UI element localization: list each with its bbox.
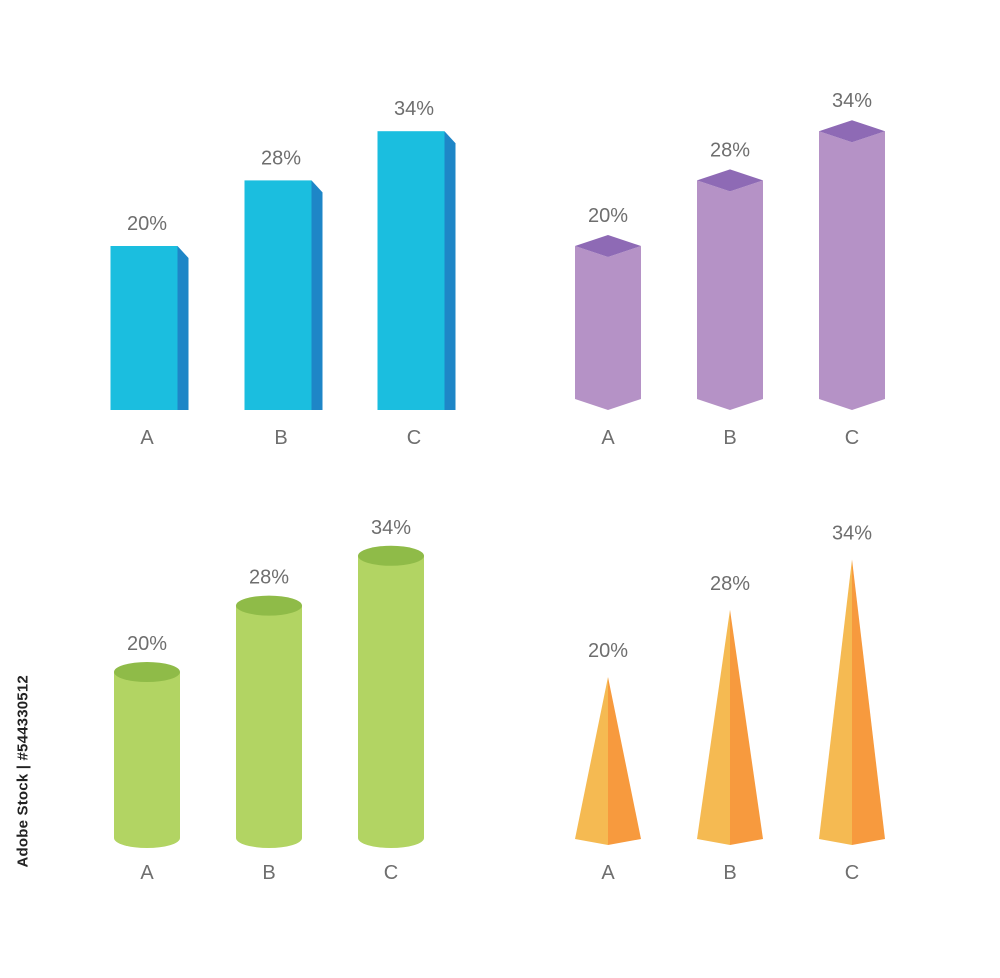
bar-side-face bbox=[177, 246, 189, 410]
data-label: 28% bbox=[261, 147, 301, 169]
bar-pyramid-right-face bbox=[730, 609, 763, 845]
bar-pyramid-right-face bbox=[852, 559, 885, 845]
bar-prism-body bbox=[697, 180, 763, 410]
bar-pyramid-right-face bbox=[608, 677, 641, 845]
data-label: 20% bbox=[588, 640, 628, 662]
data-label: 34% bbox=[832, 90, 872, 112]
bar-pyramid-left-face bbox=[697, 609, 730, 845]
bar-C bbox=[819, 559, 885, 845]
bar-front-face bbox=[377, 131, 445, 410]
bar-cylinder-body bbox=[358, 555, 424, 838]
category-label: A bbox=[601, 427, 615, 449]
bar-B bbox=[244, 180, 323, 410]
bar-cylinder-top bbox=[114, 662, 180, 682]
chart-3d-pyramid: 20% A 28% B 34% C bbox=[575, 522, 885, 884]
bar-A bbox=[110, 246, 189, 410]
chart-3d-hexagonal-prism: 20% A 28% B 34% C bbox=[575, 90, 885, 449]
bar-cylinder-top bbox=[236, 595, 302, 616]
stock-id-watermark: Adobe Stock | #544330512 bbox=[10, 675, 36, 872]
bar-cylinder-base bbox=[236, 828, 302, 848]
bar-cylinder-top bbox=[358, 545, 424, 566]
data-label: 20% bbox=[127, 213, 167, 235]
data-label: 28% bbox=[249, 567, 289, 589]
bar-A bbox=[114, 662, 180, 848]
data-label: 34% bbox=[371, 517, 411, 539]
bar-pyramid-left-face bbox=[819, 559, 852, 845]
data-label: 20% bbox=[127, 633, 167, 655]
bar-prism-top bbox=[575, 235, 641, 257]
bar-C bbox=[377, 131, 456, 410]
bar-A bbox=[575, 235, 641, 410]
category-label: B bbox=[274, 427, 287, 449]
category-label: A bbox=[140, 862, 154, 884]
bar-prism-top bbox=[819, 120, 885, 143]
bar-B bbox=[697, 609, 763, 845]
bar-pyramid-left-face bbox=[575, 677, 608, 845]
bar-front-face bbox=[110, 246, 178, 410]
bar-A bbox=[575, 677, 641, 845]
bar-cylinder-body bbox=[236, 605, 302, 838]
bar-side-face bbox=[311, 180, 323, 410]
bar-prism-body bbox=[819, 131, 885, 410]
category-label: B bbox=[723, 427, 736, 449]
data-label: 34% bbox=[832, 522, 872, 544]
bar-cylinder-body bbox=[114, 672, 180, 838]
category-label: B bbox=[262, 862, 275, 884]
category-label: C bbox=[845, 862, 859, 884]
category-label: A bbox=[601, 862, 615, 884]
bar-cylinder-base bbox=[358, 828, 424, 848]
category-label: A bbox=[140, 427, 154, 449]
data-label: 28% bbox=[710, 139, 750, 161]
category-label: C bbox=[845, 427, 859, 449]
bar-front-face bbox=[244, 180, 312, 410]
data-label: 34% bbox=[394, 98, 434, 120]
data-label: 28% bbox=[710, 573, 750, 595]
stock-id-text: Adobe Stock | #544330512 bbox=[14, 675, 32, 868]
data-label: 20% bbox=[588, 205, 628, 227]
category-label: B bbox=[723, 862, 736, 884]
chart-3d-box: 20% A 28% B 34% C bbox=[110, 98, 456, 449]
bar-prism-top bbox=[697, 169, 763, 192]
bar-B bbox=[236, 595, 302, 848]
bar-B bbox=[697, 169, 763, 410]
bar-cylinder-base bbox=[114, 828, 180, 848]
category-label: C bbox=[384, 862, 398, 884]
chart-3d-cylinder: 20% A 28% B 34% C bbox=[114, 517, 424, 884]
bar-C bbox=[358, 545, 424, 848]
category-label: C bbox=[407, 427, 421, 449]
bar-side-face bbox=[444, 131, 456, 410]
bar-prism-body bbox=[575, 246, 641, 410]
bar-C bbox=[819, 120, 885, 410]
